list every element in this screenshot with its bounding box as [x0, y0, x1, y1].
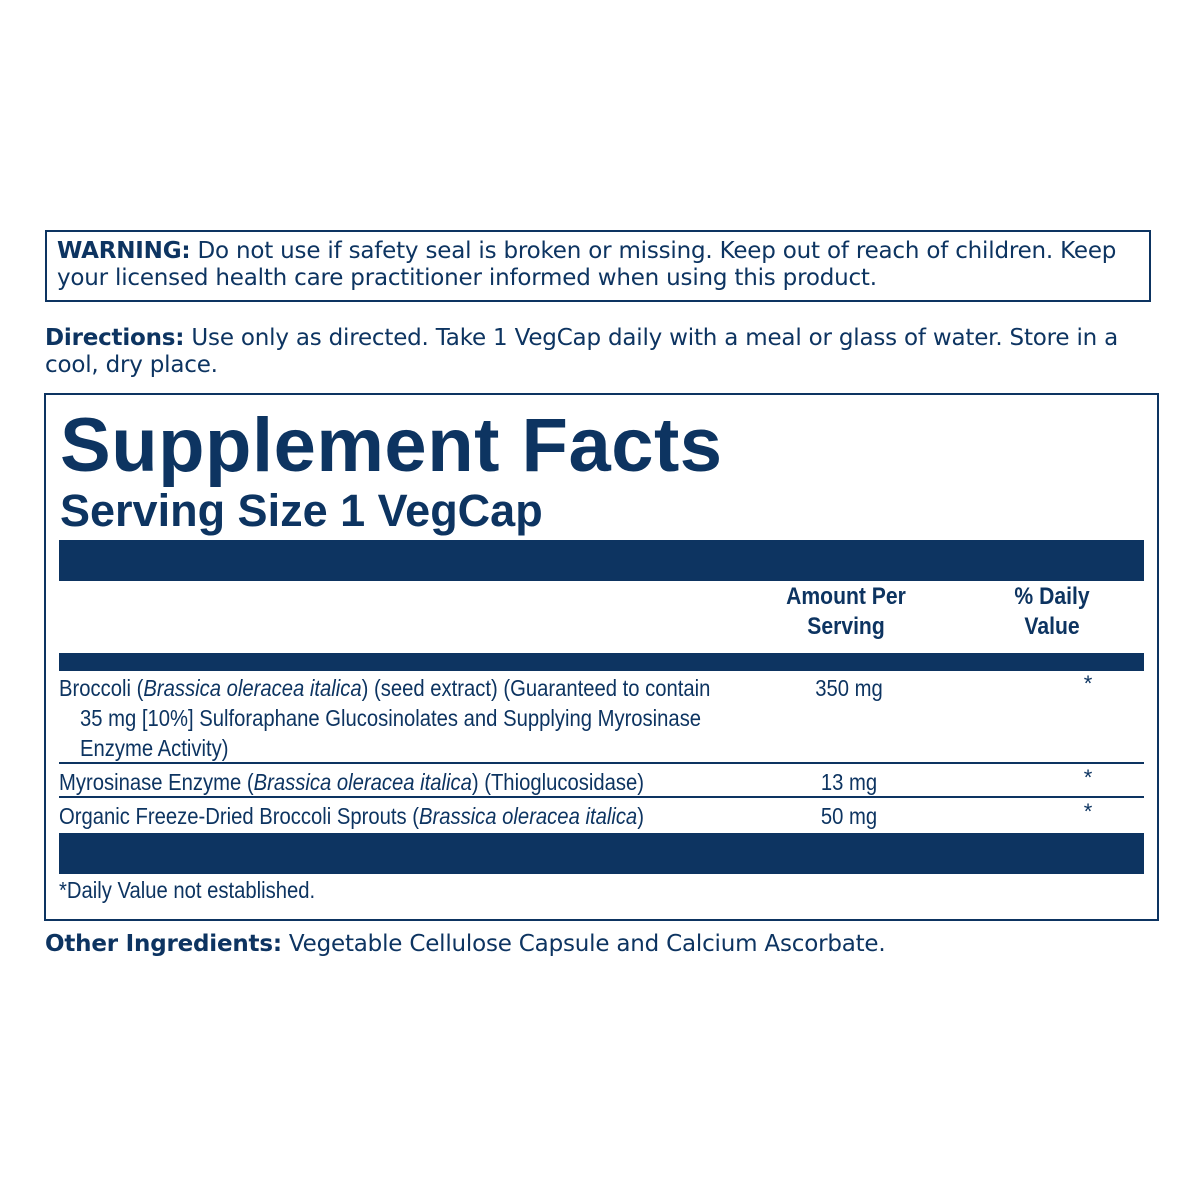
ingredient-line: Enzyme Activity) — [80, 733, 228, 763]
ingredient-line: Organic Freeze-Dried Broccoli Sprouts (B… — [59, 801, 644, 831]
ingredient-text: ) (seed extract) (Guaranteed to contain — [361, 675, 711, 701]
ingredient-text: Broccoli ( — [59, 675, 144, 701]
ingredient-text: 35 mg [10%] Sulforaphane Glucosinolates … — [80, 705, 702, 731]
header-line: Serving — [807, 613, 885, 640]
latin-name: Brassica oleracea italica — [253, 769, 472, 795]
other-ingredients-label: Other Ingredients: — [45, 931, 282, 957]
facts-title: Supplement Facts — [60, 403, 723, 488]
latin-name: Brassica oleracea italica — [143, 675, 362, 701]
ingredient-text: ) (Thioglucosidase) — [471, 769, 644, 795]
ingredient-text: Enzyme Activity) — [80, 735, 229, 761]
daily-value: * — [1083, 799, 1093, 824]
thick-rule — [59, 653, 1144, 671]
serving-size: Serving Size 1 VegCap — [60, 485, 543, 536]
ingredient-line: Broccoli (Brassica oleracea italica) (se… — [59, 673, 710, 703]
warning-text: Do not use if safety seal is broken or m… — [57, 238, 1117, 291]
directions-text: Use only as directed. Take 1 VegCap dail… — [45, 325, 1119, 378]
footnote: *Daily Value not established. — [59, 877, 316, 903]
warning-box: WARNING: Do not use if safety seal is br… — [45, 230, 1151, 302]
header-line: Value — [1024, 613, 1080, 640]
latin-name: Brassica oleracea italica — [418, 803, 638, 829]
header-line: Amount Per — [786, 583, 906, 610]
amount-value: 50 mg — [820, 803, 878, 829]
header-bar — [59, 540, 1144, 581]
ingredient-text: ) — [637, 803, 644, 829]
footer-bar — [59, 833, 1144, 874]
ingredient-line: Myrosinase Enzyme (Brassica oleracea ita… — [59, 767, 644, 797]
other-ingredients: Other Ingredients: Vegetable Cellulose C… — [45, 929, 886, 959]
daily-value-header: % Daily Value — [964, 582, 1140, 642]
directions-label: Directions: — [45, 325, 185, 351]
daily-value: * — [1083, 671, 1093, 696]
amount-value: 13 mg — [820, 769, 878, 795]
supplement-facts-panel: Supplement Facts Serving Size 1 VegCap A… — [44, 393, 1159, 921]
ingredient-text: Myrosinase Enzyme ( — [59, 769, 254, 795]
other-ingredients-text: Vegetable Cellulose Capsule and Calcium … — [281, 931, 886, 957]
row-divider — [59, 796, 1144, 798]
row-divider — [59, 762, 1144, 764]
amount-value: 350 mg — [815, 675, 883, 701]
directions: Directions: Use only as directed. Take 1… — [45, 325, 1160, 379]
ingredient-text: Organic Freeze-Dried Broccoli Sprouts ( — [59, 803, 419, 829]
daily-value: * — [1083, 765, 1093, 790]
warning-label: WARNING: — [57, 238, 191, 264]
amount-per-serving-header: Amount Per Serving — [758, 582, 934, 642]
ingredient-line: 35 mg [10%] Sulforaphane Glucosinolates … — [80, 703, 701, 733]
header-line: % Daily — [1014, 583, 1090, 610]
